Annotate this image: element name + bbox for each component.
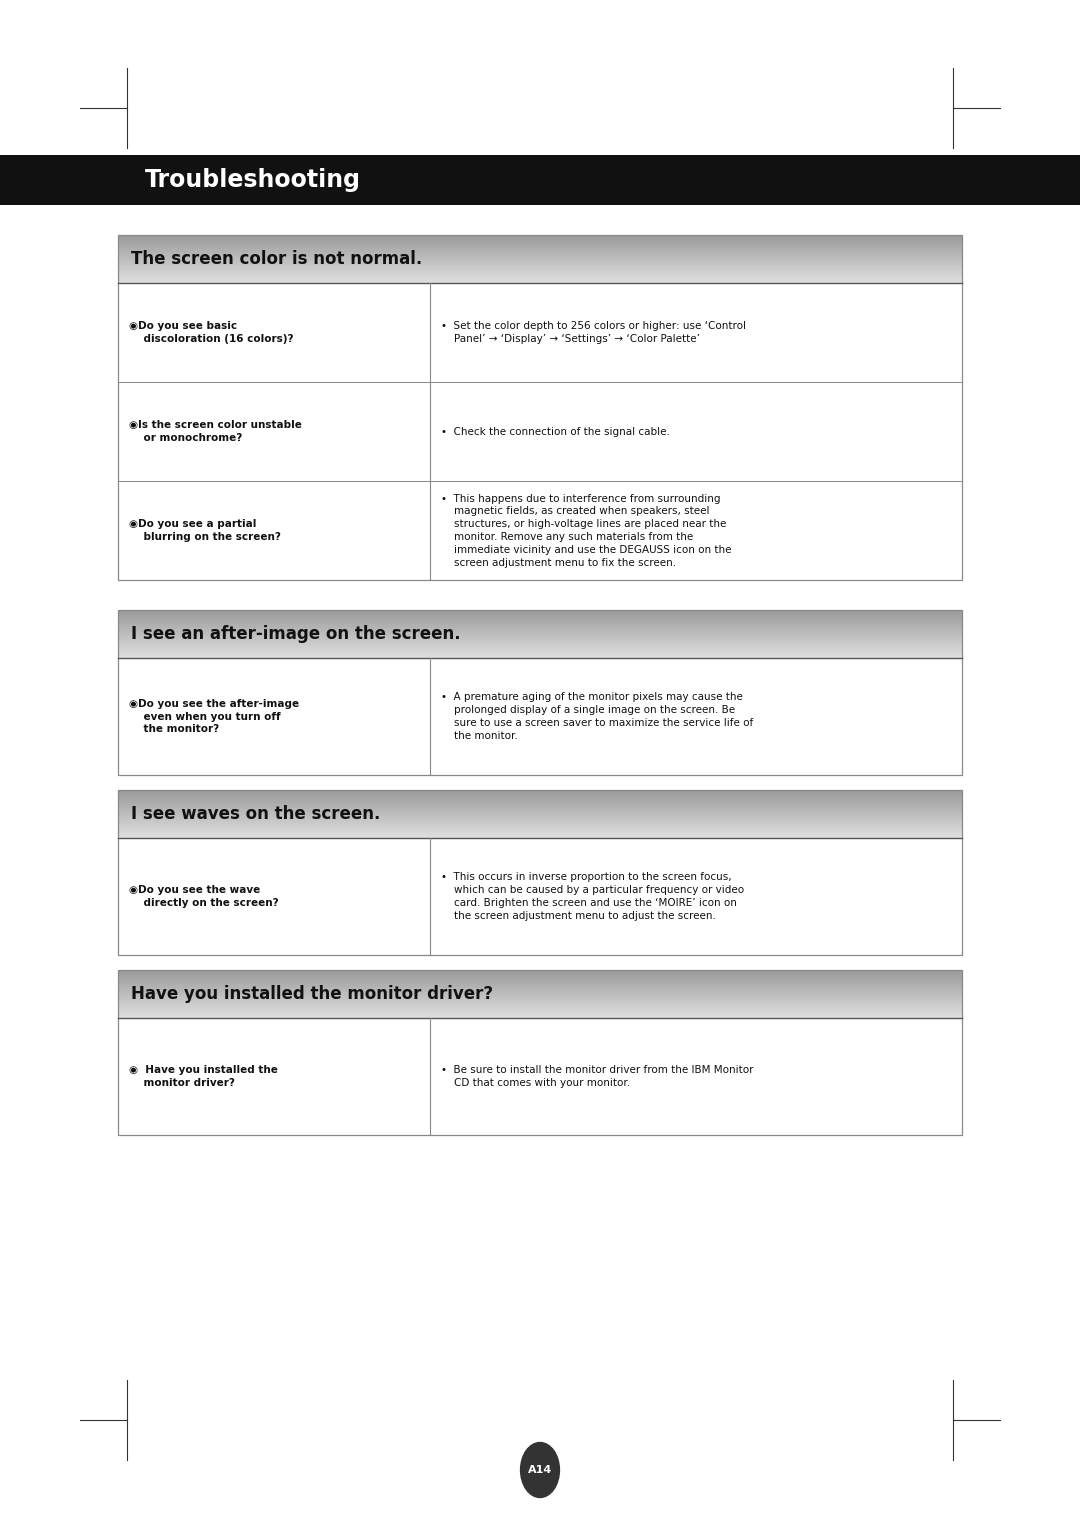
Bar <box>118 283 962 581</box>
Bar <box>118 659 962 775</box>
Bar <box>118 970 962 1135</box>
Bar <box>118 610 962 775</box>
Text: ◉Do you see the wave
    directly on the screen?: ◉Do you see the wave directly on the scr… <box>129 885 279 908</box>
Text: ◉Is the screen color unstable
    or monochrome?: ◉Is the screen color unstable or monochr… <box>129 420 301 443</box>
Bar <box>118 837 962 955</box>
Bar <box>118 235 962 581</box>
Text: The screen color is not normal.: The screen color is not normal. <box>131 251 422 267</box>
Text: Have you installed the monitor driver?: Have you installed the monitor driver? <box>131 986 494 1002</box>
Text: ◉Do you see the after-image
    even when you turn off
    the monitor?: ◉Do you see the after-image even when yo… <box>129 698 299 735</box>
Text: •  Be sure to install the monitor driver from the IBM Monitor
    CD that comes : • Be sure to install the monitor driver … <box>441 1065 754 1088</box>
Text: •  Check the connection of the signal cable.: • Check the connection of the signal cab… <box>441 426 670 437</box>
Text: A14: A14 <box>528 1465 552 1475</box>
Text: •  This occurs in inverse proportion to the screen focus,
    which can be cause: • This occurs in inverse proportion to t… <box>441 872 744 921</box>
Text: ◉Do you see a partial
    blurring on the screen?: ◉Do you see a partial blurring on the sc… <box>129 520 281 542</box>
Bar <box>118 1018 962 1135</box>
Text: I see an after-image on the screen.: I see an after-image on the screen. <box>131 625 460 643</box>
Text: •  Set the color depth to 256 colors or higher: use ‘Control
    Panel’ → ‘Displ: • Set the color depth to 256 colors or h… <box>441 321 746 344</box>
Bar <box>0 154 1080 205</box>
Bar <box>118 790 962 955</box>
Circle shape <box>521 1442 559 1497</box>
Text: ◉  Have you installed the
    monitor driver?: ◉ Have you installed the monitor driver? <box>129 1065 278 1088</box>
Text: •  This happens due to interference from surrounding
    magnetic fields, as cre: • This happens due to interference from … <box>441 494 731 567</box>
Text: I see waves on the screen.: I see waves on the screen. <box>131 805 380 824</box>
Text: •  A premature aging of the monitor pixels may cause the
    prolonged display o: • A premature aging of the monitor pixel… <box>441 692 754 741</box>
Text: Troubleshooting: Troubleshooting <box>145 168 361 193</box>
Text: ◉Do you see basic
    discoloration (16 colors)?: ◉Do you see basic discoloration (16 colo… <box>129 321 294 344</box>
